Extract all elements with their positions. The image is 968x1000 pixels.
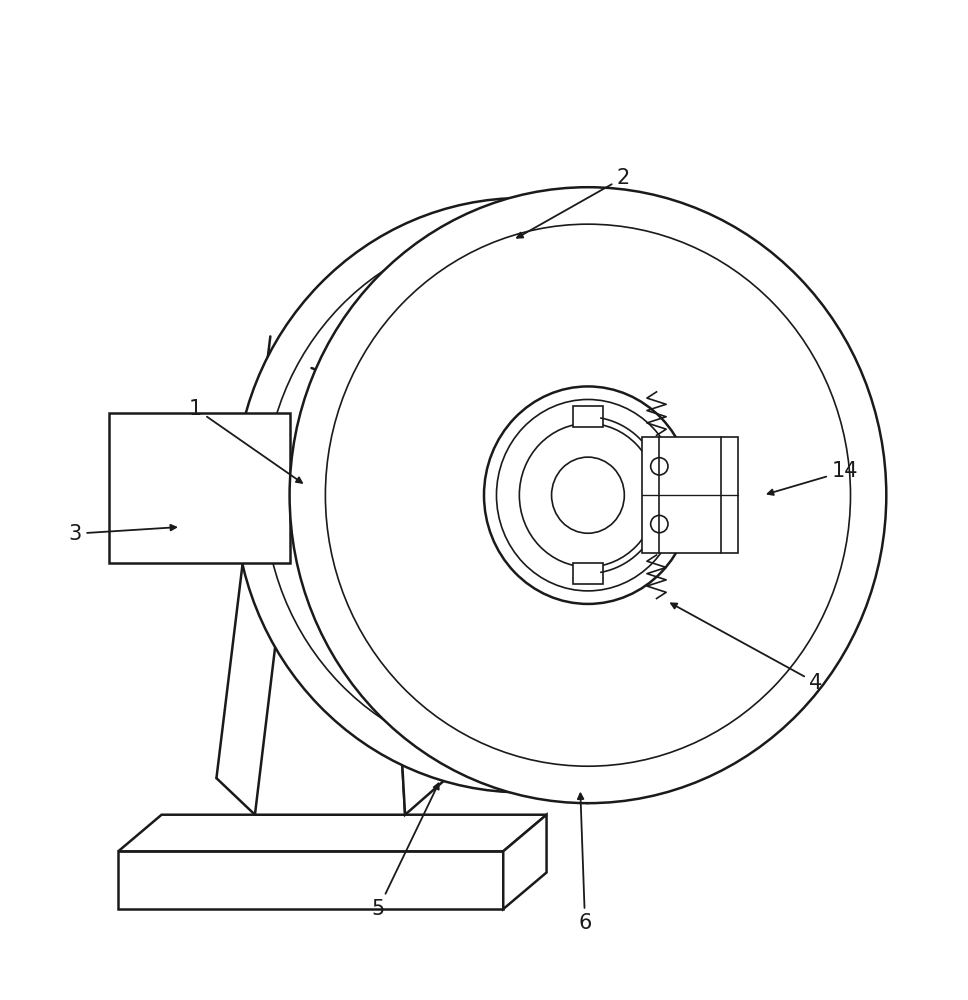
Text: 3: 3 [69,524,176,544]
Ellipse shape [497,399,680,591]
Text: 2: 2 [517,168,630,238]
Text: 6: 6 [578,794,591,933]
Polygon shape [503,815,547,909]
Ellipse shape [289,187,887,803]
Bar [572,406,603,427]
Polygon shape [380,336,443,815]
Ellipse shape [264,229,780,762]
Polygon shape [309,336,418,367]
Text: 5: 5 [372,783,439,919]
Ellipse shape [552,457,624,533]
Ellipse shape [234,198,810,792]
Bar [572,563,603,584]
Ellipse shape [520,423,656,567]
Ellipse shape [325,224,851,766]
Bar [642,437,739,553]
Bar [108,413,289,563]
Text: 4: 4 [671,603,823,693]
Polygon shape [118,815,547,851]
Polygon shape [118,851,503,909]
Text: 1: 1 [189,399,302,483]
Text: 14: 14 [768,461,859,495]
Polygon shape [255,367,405,815]
Ellipse shape [484,386,692,604]
